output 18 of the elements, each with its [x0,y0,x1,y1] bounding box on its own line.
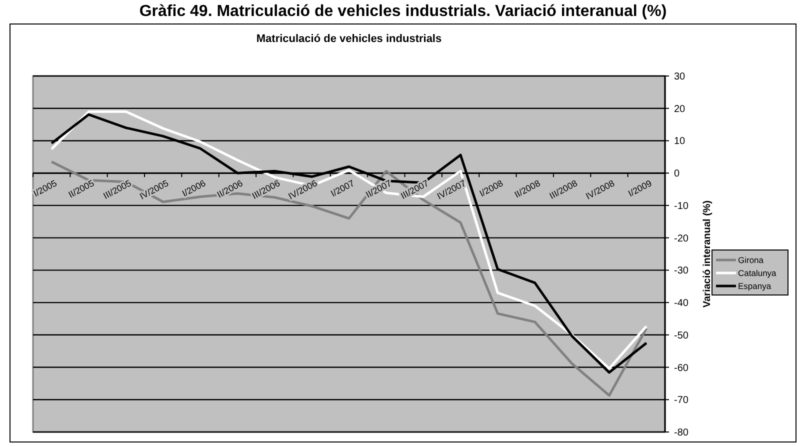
y-tick-label: 20 [674,104,686,115]
y-tick-label: -70 [674,395,689,406]
y-tick-label: -80 [674,428,689,438]
y-tick-label: -20 [674,233,689,244]
y-tick-label: -30 [674,266,689,277]
y-tick-label: -60 [674,362,689,374]
y-tick-label: -10 [674,200,689,212]
y-tick-label: -50 [674,330,689,342]
y-tick-label: 10 [674,136,686,148]
legend-label: Catalunya [738,268,777,278]
y-tick-label: 30 [674,72,686,82]
text: Gràfic 49. Matriculació de vehicles industrials. Variació interanual (%) [139,3,667,20]
legend-label: Espanya [738,281,772,291]
y-tick-label: 0 [674,168,680,180]
y-tick-label: -40 [674,298,689,310]
legend-label: Girona [738,255,764,265]
chart-title: Matriculació de vehicles industrials [256,33,442,45]
y-axis-title: Variació interanual (%) [702,200,713,308]
